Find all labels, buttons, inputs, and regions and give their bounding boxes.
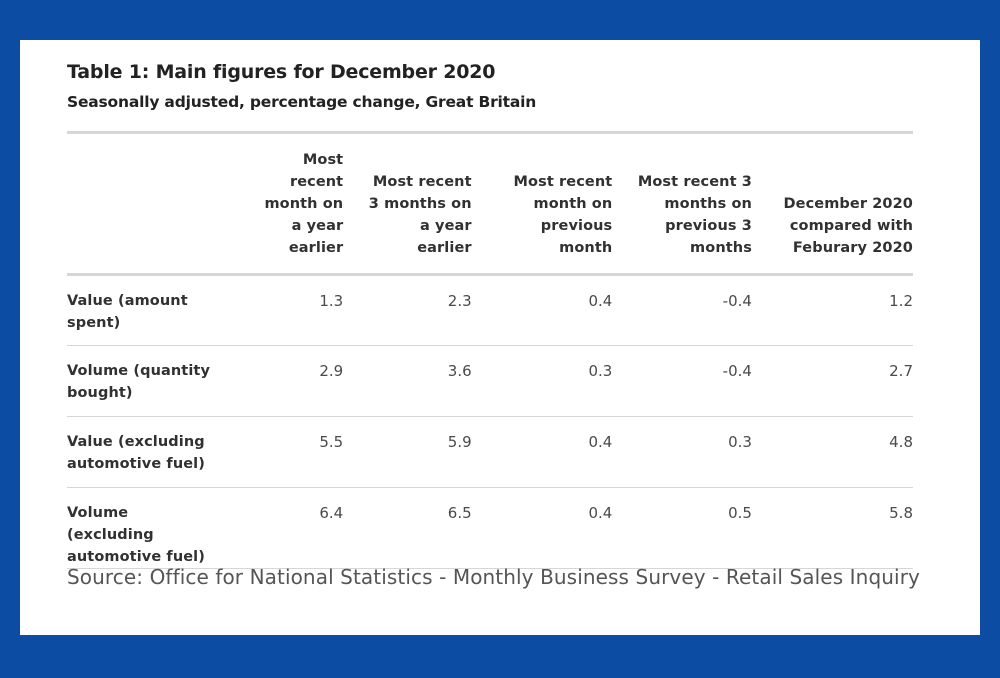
table-cell: 5.9: [447, 433, 472, 451]
table-cell: 6.5: [447, 504, 472, 522]
table-cell: 2.9: [319, 362, 344, 380]
header-row: Most recent month on a year earlier Most…: [67, 132, 913, 275]
table-cell: -0.4: [722, 362, 752, 380]
table-subtitle: Seasonally adjusted, percentage change, …: [67, 93, 537, 111]
column-header-3months-on-year: Most recent 3 months on a year earlier: [368, 174, 472, 256]
table-cell: -0.4: [722, 292, 752, 310]
table-cell: 0.3: [588, 362, 613, 380]
table-row: Volume (quantity bought) 2.9 3.6 0.3 -0.…: [67, 346, 913, 417]
source-note: Source: Office for National Statistics -…: [67, 565, 920, 589]
table-cell: 0.5: [728, 504, 752, 522]
table-cell: 2.3: [447, 292, 472, 310]
table-cell: 1.2: [889, 292, 913, 310]
row-label: Value (excluding automotive fuel): [67, 434, 205, 472]
column-header-month-on-month: Most recent month on previous month: [513, 174, 613, 256]
column-header-month-on-year: Most recent month on a year earlier: [264, 152, 344, 256]
table-cell: 3.6: [447, 362, 472, 380]
table-cell: 0.4: [588, 433, 613, 451]
table-cell: 1.3: [319, 292, 344, 310]
main-figures-table: Most recent month on a year earlier Most…: [67, 131, 913, 569]
table-cell: 6.4: [319, 504, 344, 522]
table-cell: 5.5: [319, 433, 344, 451]
column-header-label: [67, 133, 220, 275]
row-label: Volume (quantity bought): [67, 363, 210, 401]
table-cell: 0.3: [728, 433, 752, 451]
table-row: Value (amount spent) 1.3 2.3 0.4 -0.4 1.…: [67, 275, 913, 346]
column-header-dec-vs-feb: December 2020 compared with Feburary 202…: [783, 196, 913, 256]
column-header-3months-on-3months: Most recent 3 months on previous 3 month…: [637, 174, 752, 256]
table-cell: 5.8: [889, 504, 913, 522]
table-cell: 0.4: [588, 292, 613, 310]
table-cell: 2.7: [889, 362, 913, 380]
table-title: Table 1: Main figures for December 2020: [67, 61, 496, 83]
row-label: Value (amount spent): [67, 293, 188, 331]
table-row: Volume (excluding automotive fuel) 6.4 6…: [67, 488, 913, 569]
table-row: Value (excluding automotive fuel) 5.5 5.…: [67, 417, 913, 488]
table-cell: 0.4: [588, 504, 613, 522]
row-label: Volume (excluding automotive fuel): [67, 505, 205, 565]
figure-card: Table 1: Main figures for December 2020 …: [20, 40, 980, 635]
table-cell: 4.8: [889, 433, 913, 451]
